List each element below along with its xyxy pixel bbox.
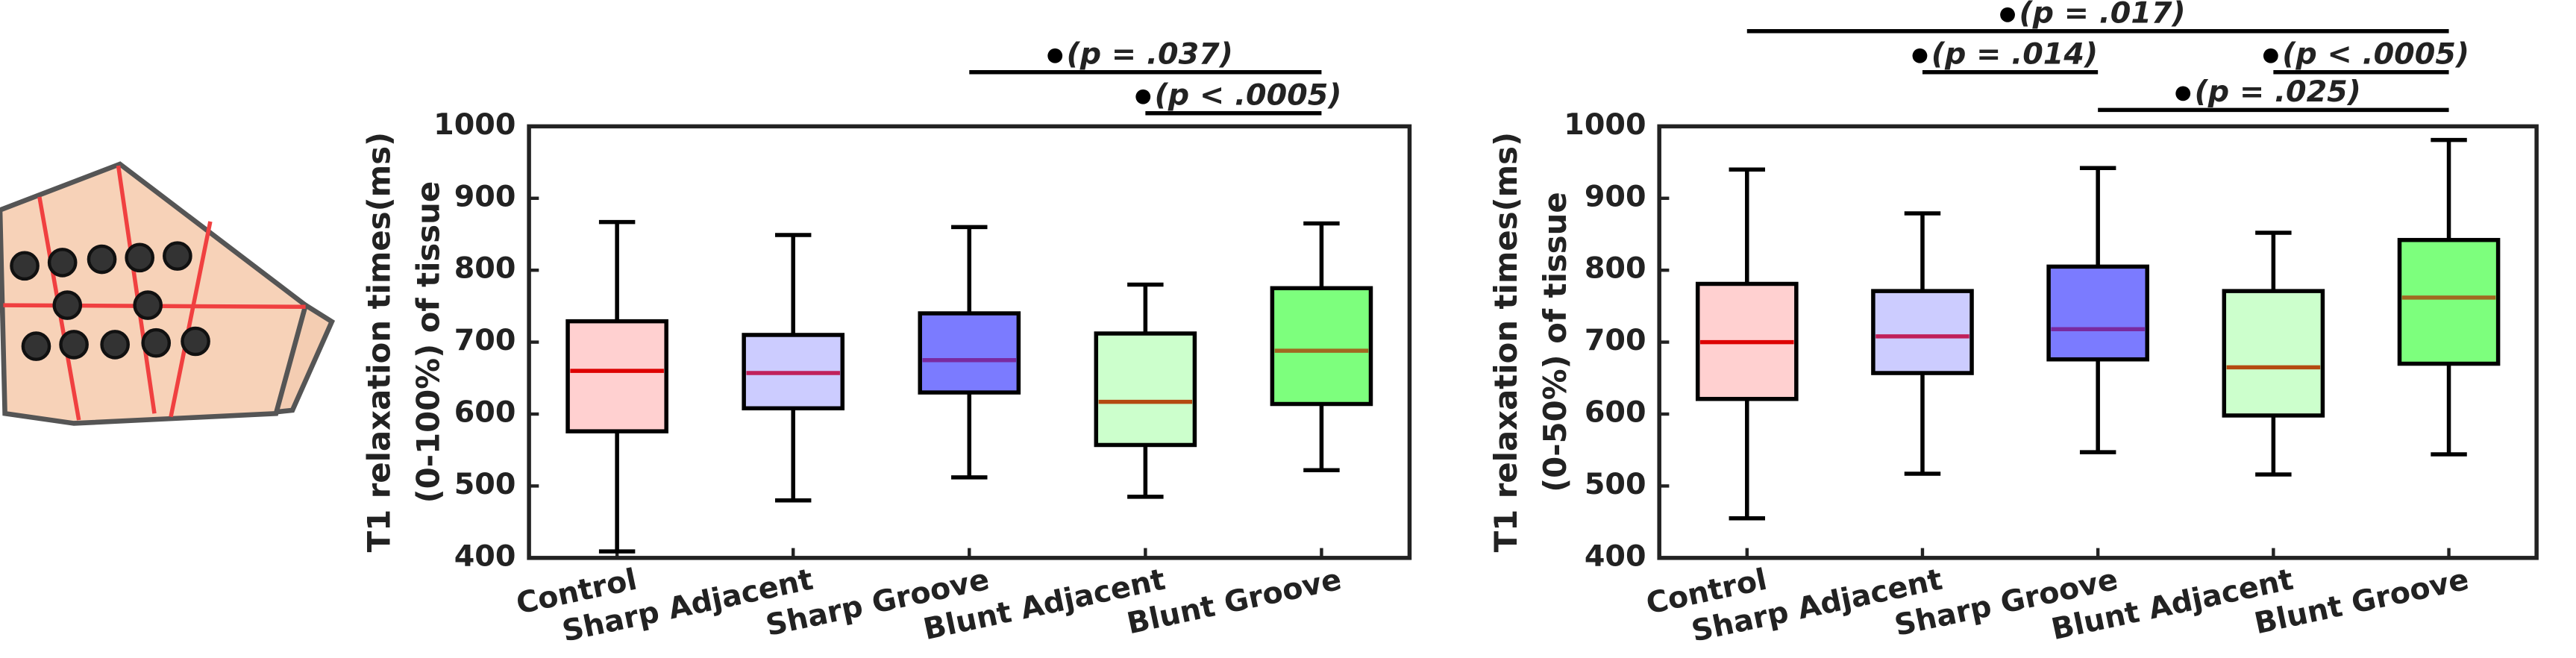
y-tick-label: 500	[1585, 467, 1646, 501]
box-body	[918, 311, 1021, 395]
significance-marker	[1047, 48, 1063, 63]
y-tick-label: 1000	[1564, 107, 1646, 142]
box-body	[2397, 237, 2501, 366]
box	[2222, 231, 2325, 477]
y-axis-label: T1 relaxation times(ms)	[1488, 132, 1524, 553]
significance-label: (p < .0005)	[2282, 37, 2469, 71]
box	[1871, 211, 1974, 476]
y-tick-label: 500	[454, 467, 516, 501]
box	[565, 219, 668, 554]
y-tick-label: 400	[454, 539, 516, 573]
y-tick-label: 600	[454, 395, 516, 430]
y-axis-label: T1 relaxation times(ms)	[360, 132, 397, 553]
significance-label: (p = .017)	[2019, 0, 2185, 30]
box	[2046, 166, 2149, 454]
box	[1094, 282, 1197, 499]
y-tick-label: 900	[1585, 179, 1646, 213]
box	[918, 225, 1021, 480]
y-tick-label: 900	[454, 179, 516, 213]
significance-label: (p = .025)	[2195, 75, 2361, 109]
y-axis-label: (0-50%) of tissue	[1537, 192, 1573, 492]
y-tick-label: 400	[1585, 539, 1646, 573]
y-tick-label: 600	[1585, 395, 1646, 430]
significance-marker	[2175, 86, 2191, 101]
significance-marker	[1912, 48, 1928, 63]
box	[1270, 221, 1373, 472]
plot-frame	[527, 124, 1412, 560]
significance-marker	[2263, 48, 2278, 63]
box-body	[2222, 289, 2325, 418]
y-tick-label: 1000	[433, 107, 515, 142]
significance-label: (p = .037)	[1067, 37, 1233, 71]
plot-frame	[1657, 124, 2539, 560]
box-body	[2046, 264, 2149, 362]
significance-marker	[1135, 89, 1151, 104]
significance-label: (p = .014)	[1931, 37, 2098, 71]
significance-label: (p < .0005)	[1155, 78, 1342, 112]
box-body	[1270, 286, 1373, 407]
y-tick-label: 800	[454, 251, 516, 286]
significance-marker	[2000, 7, 2015, 22]
y-tick-label: 700	[454, 323, 516, 357]
box-body	[1094, 331, 1197, 448]
diagram-dots	[10, 241, 210, 361]
y-tick-label: 800	[1585, 251, 1646, 286]
box	[1695, 167, 1799, 521]
y-tick-label: 700	[1585, 323, 1646, 357]
y-axis-label: (0-100%) of tissue	[410, 181, 446, 504]
box	[742, 233, 845, 503]
box	[2397, 137, 2501, 457]
box-body	[1871, 289, 1974, 375]
tissue-diagram	[0, 161, 336, 426]
box-body	[565, 319, 668, 433]
